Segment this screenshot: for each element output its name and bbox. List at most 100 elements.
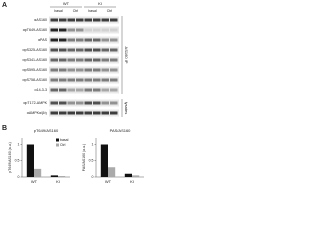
bar xyxy=(124,173,132,177)
x-tick-label: KI xyxy=(56,179,60,184)
band xyxy=(76,48,84,52)
band xyxy=(67,48,75,52)
y-tick-label: 1 xyxy=(18,142,20,146)
band xyxy=(84,88,92,92)
band xyxy=(67,88,75,92)
band xyxy=(67,68,75,72)
blot-strip xyxy=(49,26,119,34)
y-tick-label: 0.5 xyxy=(89,159,94,163)
band xyxy=(101,38,109,42)
group-label: WT xyxy=(63,1,70,6)
band xyxy=(76,68,84,72)
band xyxy=(76,78,84,82)
row-label: αpT172-AMPK xyxy=(23,101,47,105)
blot-strip xyxy=(49,46,119,54)
condition-label: Ctrl xyxy=(107,9,113,13)
band xyxy=(110,58,118,62)
band xyxy=(84,48,92,52)
band xyxy=(67,28,75,32)
band xyxy=(110,78,118,82)
legend-label: Ctrl xyxy=(60,143,66,147)
group-label: KI xyxy=(98,1,102,6)
band xyxy=(76,111,84,115)
row-label: αpS325-AS160 xyxy=(23,48,47,52)
band xyxy=(93,48,101,52)
condition-label: Ctrl xyxy=(73,9,79,13)
band xyxy=(50,78,58,82)
band xyxy=(110,48,118,52)
band xyxy=(50,38,58,42)
bar xyxy=(132,175,140,177)
band xyxy=(110,101,118,105)
bar xyxy=(34,168,42,177)
band xyxy=(101,78,109,82)
row-label: αpS595-AS160 xyxy=(23,68,47,72)
band xyxy=(93,18,101,22)
panel-label: B xyxy=(2,125,7,132)
y-tick-label: 0.5 xyxy=(15,159,20,163)
bar xyxy=(58,176,66,177)
condition-label: basal xyxy=(54,9,63,13)
band xyxy=(93,38,101,42)
x-tick-label: WT xyxy=(105,179,112,184)
row-label: αpT649-AS160 xyxy=(23,28,47,32)
band xyxy=(50,58,58,62)
legend-swatch xyxy=(56,143,59,147)
y-axis-label: pT649/AS160 (a.u.) xyxy=(8,142,12,173)
blot-strip xyxy=(49,109,119,117)
band xyxy=(76,38,84,42)
band xyxy=(59,38,67,42)
band xyxy=(84,28,92,32)
band xyxy=(84,68,92,72)
band xyxy=(50,111,58,115)
chart-title: pT649/AS160 xyxy=(34,128,59,133)
band xyxy=(101,58,109,62)
band xyxy=(67,78,75,82)
band xyxy=(67,101,75,105)
band xyxy=(93,111,101,115)
section-label: AS160 IP xyxy=(124,47,129,64)
y-tick-label: 0 xyxy=(92,175,94,179)
band xyxy=(110,68,118,72)
band xyxy=(50,48,58,52)
section-label: lysates xyxy=(124,102,129,114)
band xyxy=(93,68,101,72)
band xyxy=(59,58,67,62)
condition-label: basal xyxy=(88,9,97,13)
band xyxy=(76,58,84,62)
blot-strip xyxy=(49,56,119,64)
bar xyxy=(108,167,116,177)
band xyxy=(101,111,109,115)
blot-strip xyxy=(49,99,119,107)
blot-strip xyxy=(49,66,119,74)
band xyxy=(93,58,101,62)
band xyxy=(59,48,67,52)
blot-strip xyxy=(49,76,119,84)
band xyxy=(101,68,109,72)
band xyxy=(59,18,67,22)
panel-label: A xyxy=(2,2,7,9)
bar xyxy=(50,175,58,177)
row-label: αpS341-AS160 xyxy=(23,58,47,62)
band xyxy=(67,18,75,22)
band xyxy=(84,38,92,42)
bar xyxy=(26,144,34,177)
band xyxy=(59,68,67,72)
band xyxy=(101,18,109,22)
band xyxy=(101,28,109,32)
row-label: αpS758-AS160 xyxy=(23,78,47,82)
band xyxy=(50,18,58,22)
band xyxy=(110,38,118,42)
band xyxy=(59,78,67,82)
bar xyxy=(100,144,108,177)
band xyxy=(67,38,75,42)
band xyxy=(67,111,75,115)
blot-strip xyxy=(49,86,119,94)
band xyxy=(93,88,101,92)
x-tick-label: KI xyxy=(130,179,134,184)
row-label: αPAS xyxy=(38,38,48,42)
band xyxy=(93,28,101,32)
band xyxy=(59,28,67,32)
band xyxy=(84,111,92,115)
band xyxy=(50,101,58,105)
